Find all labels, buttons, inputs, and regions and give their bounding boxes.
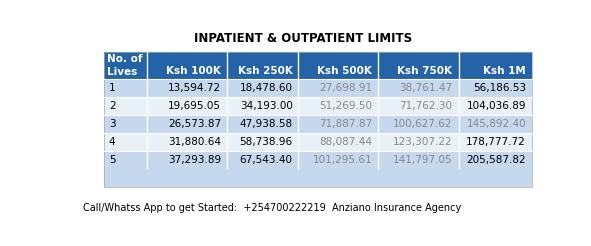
Bar xyxy=(103,97,532,115)
Text: Ksh 100K: Ksh 100K xyxy=(166,66,221,76)
Text: 145,892.40: 145,892.40 xyxy=(466,119,526,129)
Text: 19,695.05: 19,695.05 xyxy=(168,101,221,111)
Text: No. of
Lives: No. of Lives xyxy=(107,55,142,77)
Text: 2: 2 xyxy=(109,101,115,111)
Text: 141,797.05: 141,797.05 xyxy=(392,155,452,165)
Text: Ksh 500K: Ksh 500K xyxy=(317,66,372,76)
Text: 31,880.64: 31,880.64 xyxy=(168,137,221,147)
Bar xyxy=(103,169,532,187)
Text: 13,594.72: 13,594.72 xyxy=(168,83,221,93)
Text: 5: 5 xyxy=(109,155,115,165)
Text: Call/Whatss App to get Started:  +254700222219  Anziano Insurance Agency: Call/Whatss App to get Started: +2547002… xyxy=(83,202,462,213)
Bar xyxy=(103,133,532,151)
Text: 178,777.72: 178,777.72 xyxy=(466,137,526,147)
Text: 27,698.91: 27,698.91 xyxy=(319,83,372,93)
Text: 3: 3 xyxy=(109,119,115,129)
Bar xyxy=(103,115,532,133)
Text: 104,036.89: 104,036.89 xyxy=(466,101,526,111)
Text: Ksh 250K: Ksh 250K xyxy=(238,66,293,76)
Text: 58,738.96: 58,738.96 xyxy=(239,137,293,147)
Text: 51,269.50: 51,269.50 xyxy=(319,101,372,111)
Bar xyxy=(103,151,532,169)
Text: 205,587.82: 205,587.82 xyxy=(466,155,526,165)
Text: 67,543.40: 67,543.40 xyxy=(239,155,293,165)
Text: 26,573.87: 26,573.87 xyxy=(168,119,221,129)
Text: 47,938.58: 47,938.58 xyxy=(239,119,293,129)
Text: 37,293.89: 37,293.89 xyxy=(168,155,221,165)
Text: INPATIENT & OUTPATIENT LIMITS: INPATIENT & OUTPATIENT LIMITS xyxy=(194,32,412,46)
Text: 71,887.87: 71,887.87 xyxy=(319,119,372,129)
Text: Ksh 750K: Ksh 750K xyxy=(397,66,452,76)
Text: 34,193.00: 34,193.00 xyxy=(240,101,293,111)
Text: 123,307.22: 123,307.22 xyxy=(392,137,452,147)
Text: 38,761.47: 38,761.47 xyxy=(399,83,452,93)
Bar xyxy=(103,79,532,97)
Text: Ksh 1M: Ksh 1M xyxy=(483,66,526,76)
Text: 101,295.61: 101,295.61 xyxy=(313,155,372,165)
Text: 100,627.62: 100,627.62 xyxy=(392,119,452,129)
Text: 56,186.53: 56,186.53 xyxy=(473,83,526,93)
Text: 18,478.60: 18,478.60 xyxy=(239,83,293,93)
Text: 88,087.44: 88,087.44 xyxy=(319,137,372,147)
Text: 1: 1 xyxy=(109,83,115,93)
Text: 4: 4 xyxy=(109,137,115,147)
Text: 71,762.30: 71,762.30 xyxy=(399,101,452,111)
